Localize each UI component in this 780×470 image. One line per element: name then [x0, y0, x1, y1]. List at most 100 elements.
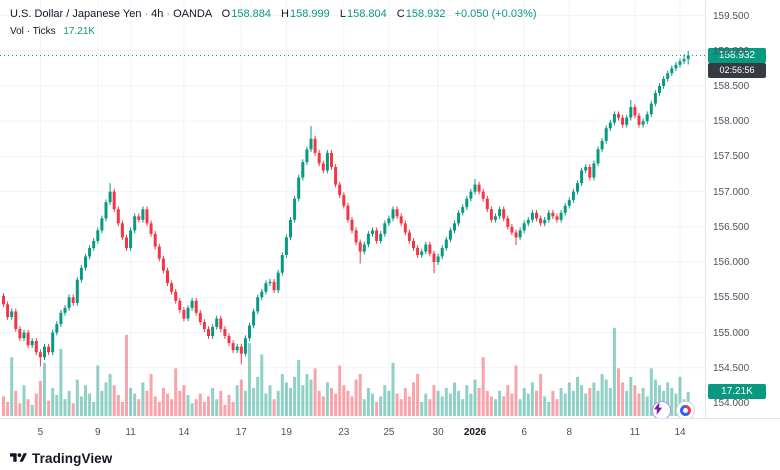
candle-body [407, 232, 411, 241]
candle-body [116, 209, 120, 224]
candle-body [362, 244, 366, 252]
volume-bar [6, 402, 10, 416]
candle-body [223, 329, 227, 337]
candle-body [18, 329, 22, 339]
candle-body [252, 311, 256, 326]
candle-body [268, 281, 272, 284]
volume-bar [526, 393, 530, 416]
volume-bar [14, 390, 18, 416]
candle-body [43, 346, 46, 358]
volume-bar [379, 396, 383, 416]
volume-label: Vol · Ticks [10, 26, 56, 37]
volume-bar [412, 382, 415, 416]
candle-body [465, 198, 469, 208]
candle-body [2, 295, 5, 305]
price-chart-svg[interactable] [0, 0, 705, 418]
volume-bar [170, 399, 174, 416]
candle-body [51, 332, 55, 353]
volume-bar [539, 374, 543, 416]
candle-body [120, 223, 124, 238]
candle-body [166, 270, 169, 284]
candle-body [477, 184, 481, 192]
exchange-label: OANDA [173, 8, 212, 20]
volume-bar [612, 327, 616, 416]
close-value: 158.932 [405, 8, 446, 20]
candle-body [272, 281, 276, 291]
candle-body [264, 283, 268, 292]
volume-bar [543, 396, 547, 416]
volume-bar [416, 374, 420, 416]
price-axis[interactable]: 158.932 02:56:56 17.21K 159.500 159.000 15… [705, 0, 780, 418]
candle-body [182, 310, 186, 319]
time-axis-label: 14 [178, 427, 190, 438]
volume-bar [461, 399, 465, 416]
candle-body [358, 242, 362, 252]
price-axis-label: 156.500 [713, 221, 750, 233]
volume-bar [407, 396, 411, 416]
volume-bar [297, 360, 301, 416]
brand-name[interactable]: TradingView [32, 450, 113, 466]
chart-legend: U.S. Dollar / Japanese Yen · 4h · OANDA O158… [10, 6, 537, 40]
candle-body [391, 209, 395, 219]
volume-bar [149, 374, 153, 416]
candle-body [6, 304, 10, 318]
candle-body [84, 256, 87, 268]
price-axis-label: 155.000 [713, 327, 750, 339]
candle-body [469, 191, 473, 199]
price-axis-label: 154.500 [713, 362, 750, 374]
volume-bar [79, 396, 83, 416]
volume-bar [211, 388, 215, 416]
volume-bar [174, 368, 178, 416]
candle-body [649, 103, 653, 115]
volume-bar [207, 396, 210, 416]
candle-body [338, 184, 342, 196]
volume-bar [59, 348, 63, 416]
symbol-button[interactable]: U.S. Dollar / Japanese Yen · 4h · OANDA [10, 8, 215, 20]
candle-body [547, 212, 551, 220]
tradingview-logo-icon[interactable] [10, 451, 27, 465]
volume-bar [571, 390, 575, 416]
candle-body [379, 233, 383, 241]
candle-body [420, 251, 424, 256]
candle-body [645, 114, 649, 122]
volume-bar [219, 390, 223, 416]
candle-body [280, 255, 284, 273]
volume-bar [317, 390, 321, 416]
volume-bar [362, 399, 366, 416]
volume-bar [428, 399, 432, 416]
volume-bar [477, 388, 481, 416]
candle-body [485, 198, 489, 210]
volume-bar [350, 396, 354, 416]
volume-bar [313, 368, 317, 416]
candle-body [96, 230, 100, 241]
candle-body [334, 166, 338, 185]
boost-button[interactable] [652, 401, 671, 420]
volume-bar [43, 362, 46, 416]
chart-pane[interactable]: U.S. Dollar / Japanese Yen · 4h · OANDA O158… [0, 0, 705, 420]
candle-body [67, 297, 71, 308]
volume-bar [264, 393, 268, 416]
volume-bar [563, 393, 567, 416]
candle-body [539, 218, 543, 224]
candle-body [202, 321, 206, 330]
candle-body [670, 68, 674, 74]
candle-body [47, 346, 51, 353]
open-value: 158.884 [231, 8, 271, 20]
time-axis[interactable]: 5 9 11 14 17 19 23 25 30 2026 6 8 11 14 [0, 418, 780, 447]
candle-body [395, 209, 399, 217]
candle-body [219, 318, 223, 330]
close-label: C [396, 8, 405, 20]
volume-bar [674, 393, 678, 416]
volume-bar [145, 390, 149, 416]
candle-body [387, 218, 391, 224]
volume-bar [457, 390, 461, 416]
candle-body [34, 341, 38, 353]
candle-body [170, 283, 174, 292]
candle-body [514, 232, 518, 238]
candle-body [235, 346, 239, 351]
volume-bar [342, 385, 346, 416]
volume-bar [387, 390, 391, 416]
candle-body [211, 326, 215, 337]
volume-bar [112, 385, 116, 416]
